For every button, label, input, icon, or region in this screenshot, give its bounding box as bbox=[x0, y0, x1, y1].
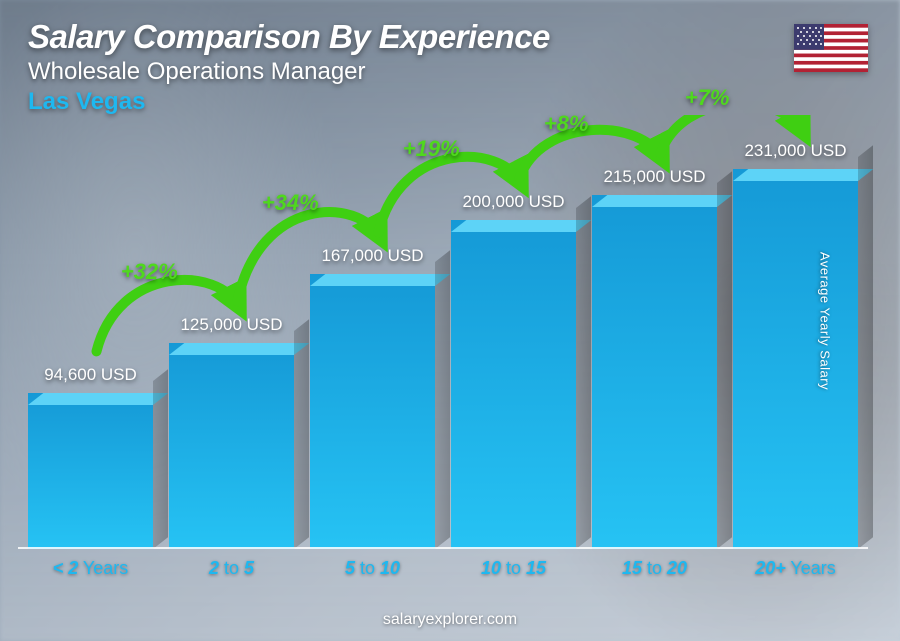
chart-title: Salary Comparison By Experience bbox=[28, 18, 550, 56]
bar bbox=[733, 169, 858, 549]
chart-subtitle: Wholesale Operations Manager bbox=[28, 58, 550, 86]
header: Salary Comparison By Experience Wholesal… bbox=[28, 18, 550, 116]
us-flag-icon bbox=[794, 24, 868, 72]
bar bbox=[592, 195, 717, 549]
bars-container: 94,600 USD< 2 Years125,000 USD2 to 5167,… bbox=[28, 119, 858, 549]
footer-attribution: salaryexplorer.com bbox=[383, 611, 517, 629]
delta-pct-label: +34% bbox=[262, 190, 319, 216]
bar bbox=[28, 393, 153, 549]
bar bbox=[169, 343, 294, 549]
salary-bar-chart: 94,600 USD< 2 Years125,000 USD2 to 5167,… bbox=[28, 115, 858, 585]
bar-slot: 215,000 USD15 to 20 bbox=[592, 167, 717, 549]
bar-category-label: 10 to 15 bbox=[481, 558, 546, 579]
bar-slot: 125,000 USD2 to 5 bbox=[169, 315, 294, 549]
bar-value-label: 231,000 USD bbox=[744, 141, 846, 161]
delta-pct-label: +19% bbox=[403, 136, 460, 162]
delta-pct-label: +8% bbox=[544, 111, 589, 137]
bar-category-label: 2 to 5 bbox=[209, 558, 254, 579]
bar-value-label: 200,000 USD bbox=[462, 192, 564, 212]
bar bbox=[310, 274, 435, 549]
bar-slot: 167,000 USD5 to 10 bbox=[310, 246, 435, 549]
bar-value-label: 125,000 USD bbox=[180, 315, 282, 335]
delta-pct-label: +7% bbox=[685, 85, 730, 111]
y-axis-label: Average Yearly Salary bbox=[817, 251, 832, 389]
bar-category-label: < 2 Years bbox=[53, 558, 129, 579]
bar-category-label: 15 to 20 bbox=[622, 558, 687, 579]
bar-value-label: 215,000 USD bbox=[603, 167, 705, 187]
bar-value-label: 94,600 USD bbox=[44, 365, 137, 385]
delta-pct-label: +32% bbox=[121, 259, 178, 285]
bar-slot: 94,600 USD< 2 Years bbox=[28, 365, 153, 549]
chart-location: Las Vegas bbox=[28, 88, 550, 116]
bar bbox=[451, 220, 576, 549]
chart-baseline bbox=[18, 547, 868, 549]
bar-slot: 200,000 USD10 to 15 bbox=[451, 192, 576, 549]
bar-slot: 231,000 USD20+ Years bbox=[733, 141, 858, 549]
bar-category-label: 20+ Years bbox=[755, 558, 836, 579]
bar-value-label: 167,000 USD bbox=[321, 246, 423, 266]
bar-category-label: 5 to 10 bbox=[345, 558, 400, 579]
